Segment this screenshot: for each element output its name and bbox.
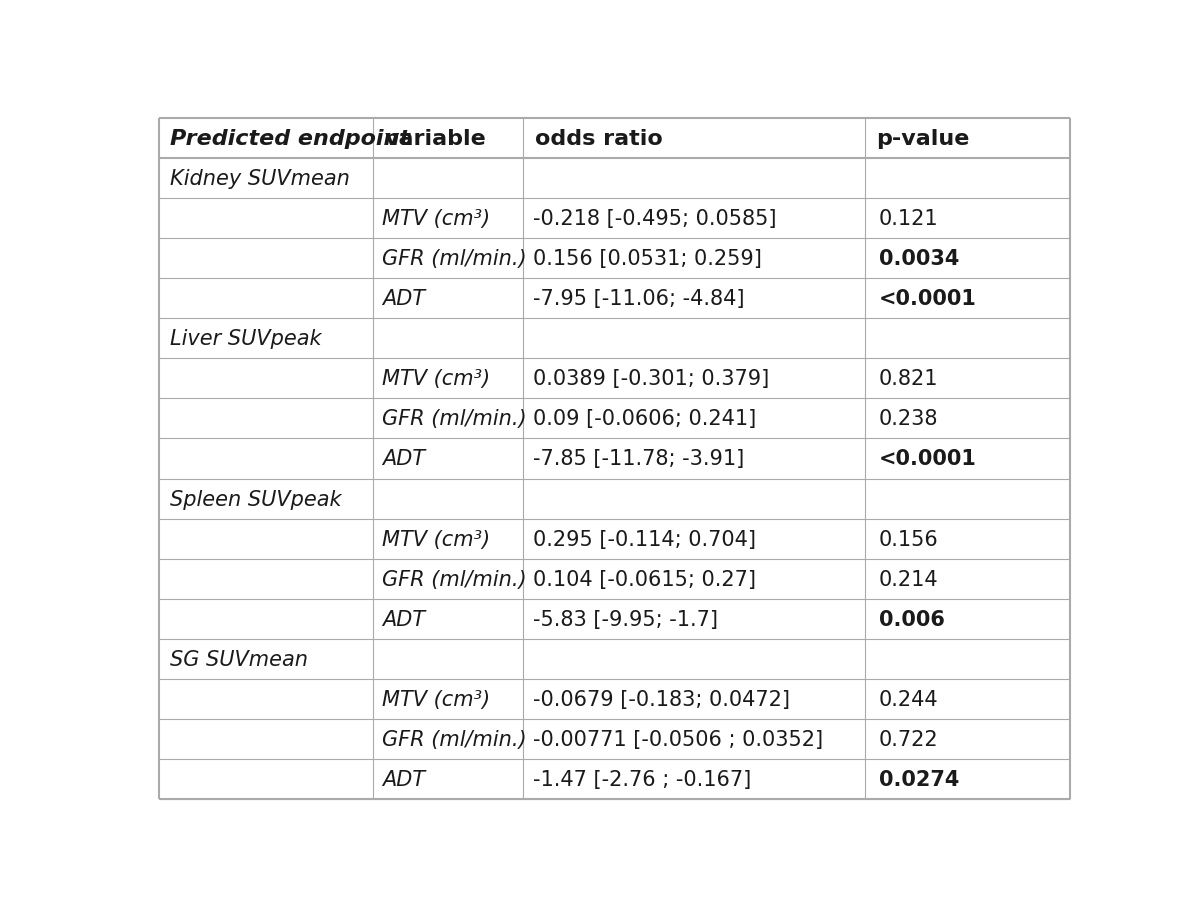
- Text: GFR (ml/min.): GFR (ml/min.): [382, 569, 528, 589]
- Text: 0.156: 0.156: [879, 529, 939, 549]
- Text: -0.218 [-0.495; 0.0585]: -0.218 [-0.495; 0.0585]: [532, 208, 776, 229]
- Text: GFR (ml/min.): GFR (ml/min.): [382, 249, 528, 269]
- Text: MTV (cm³): MTV (cm³): [382, 529, 490, 549]
- Text: <0.0001: <0.0001: [879, 449, 977, 469]
- Text: -1.47 [-2.76 ; -0.167]: -1.47 [-2.76 ; -0.167]: [532, 769, 751, 789]
- Text: ADT: ADT: [382, 289, 426, 308]
- Text: 0.821: 0.821: [879, 369, 939, 389]
- Text: 0.214: 0.214: [879, 569, 939, 589]
- Text: 0.09 [-0.0606; 0.241]: 0.09 [-0.0606; 0.241]: [532, 409, 755, 429]
- Text: 0.244: 0.244: [879, 689, 939, 709]
- Text: Kidney SUVmean: Kidney SUVmean: [170, 169, 350, 189]
- Text: 0.0034: 0.0034: [879, 249, 959, 269]
- Text: 0.0389 [-0.301; 0.379]: 0.0389 [-0.301; 0.379]: [532, 369, 769, 389]
- Text: ADT: ADT: [382, 449, 426, 469]
- Text: 0.121: 0.121: [879, 208, 939, 229]
- Text: 0.238: 0.238: [879, 409, 939, 429]
- Text: odds ratio: odds ratio: [535, 129, 662, 149]
- Text: MTV (cm³): MTV (cm³): [382, 369, 490, 389]
- Text: ADT: ADT: [382, 769, 426, 789]
- Text: MTV (cm³): MTV (cm³): [382, 689, 490, 709]
- Text: 0.0274: 0.0274: [879, 769, 959, 789]
- Text: -7.85 [-11.78; -3.91]: -7.85 [-11.78; -3.91]: [532, 449, 743, 469]
- Text: -0.00771 [-0.0506 ; 0.0352]: -0.00771 [-0.0506 ; 0.0352]: [532, 729, 823, 750]
- Text: p-value: p-value: [876, 129, 970, 149]
- Text: -5.83 [-9.95; -1.7]: -5.83 [-9.95; -1.7]: [532, 609, 718, 629]
- Text: Predicted endpoint: Predicted endpoint: [170, 129, 410, 149]
- Text: <0.0001: <0.0001: [879, 289, 977, 308]
- Text: Liver SUVpeak: Liver SUVpeak: [170, 329, 323, 349]
- Text: 0.006: 0.006: [879, 609, 945, 629]
- Text: GFR (ml/min.): GFR (ml/min.): [382, 729, 528, 750]
- Text: MTV (cm³): MTV (cm³): [382, 208, 490, 229]
- Text: 0.295 [-0.114; 0.704]: 0.295 [-0.114; 0.704]: [532, 529, 755, 549]
- Text: variable: variable: [385, 129, 486, 149]
- Text: -7.95 [-11.06; -4.84]: -7.95 [-11.06; -4.84]: [532, 289, 745, 308]
- Text: GFR (ml/min.): GFR (ml/min.): [382, 409, 528, 429]
- Text: ADT: ADT: [382, 609, 426, 629]
- Text: 0.722: 0.722: [879, 729, 939, 750]
- Text: SG SUVmean: SG SUVmean: [170, 649, 308, 669]
- Text: 0.156 [0.0531; 0.259]: 0.156 [0.0531; 0.259]: [532, 249, 761, 269]
- Text: 0.104 [-0.0615; 0.27]: 0.104 [-0.0615; 0.27]: [532, 569, 755, 589]
- Text: -0.0679 [-0.183; 0.0472]: -0.0679 [-0.183; 0.0472]: [532, 689, 790, 709]
- Text: Spleen SUVpeak: Spleen SUVpeak: [170, 489, 342, 509]
